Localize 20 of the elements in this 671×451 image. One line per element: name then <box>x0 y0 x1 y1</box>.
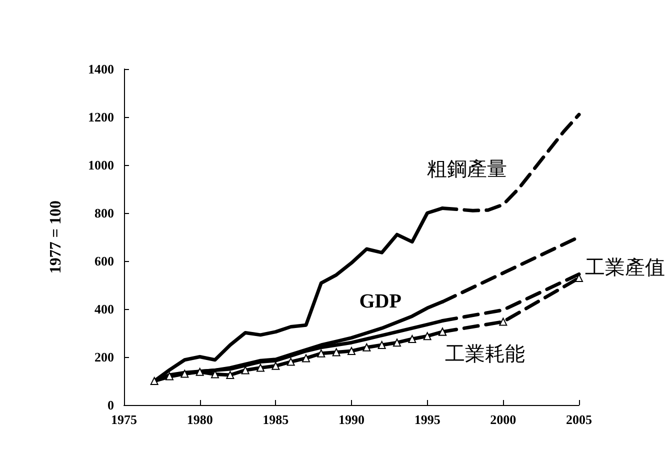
y-tick-label: 0 <box>108 398 114 412</box>
y-tick-label: 1400 <box>88 62 114 76</box>
x-tick-label: 1990 <box>338 412 364 427</box>
x-tick-label: 1980 <box>186 412 213 427</box>
x-tick-label: 1975 <box>111 412 138 427</box>
series-label: 粗鋼產量 <box>426 156 507 181</box>
y-tick-label: 800 <box>94 206 114 220</box>
y-tick-label: 600 <box>94 254 114 268</box>
x-tick-label: 2000 <box>490 412 516 427</box>
y-tick-label: 400 <box>94 302 114 316</box>
y-tick-label: 200 <box>94 350 114 364</box>
series-label: 工業產值 <box>585 255 665 279</box>
y-tick-label: 1000 <box>88 158 114 172</box>
x-tick-label: 1985 <box>262 412 290 427</box>
y-tick-label: 1200 <box>88 110 114 124</box>
series-label: GDP <box>359 290 402 312</box>
y-axis-title: 1977 = 100 <box>48 200 64 274</box>
x-tick-label: 2005 <box>566 412 592 427</box>
x-tick-label: 1995 <box>414 412 441 427</box>
series-label: 工業耗能 <box>444 341 525 366</box>
